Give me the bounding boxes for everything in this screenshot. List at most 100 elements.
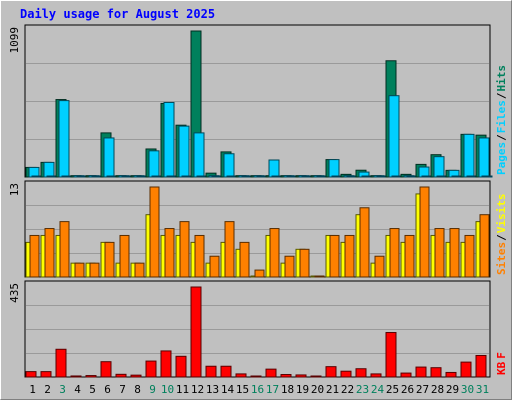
bar-kb-f-day-26	[400, 372, 412, 378]
legend-entry: /	[495, 92, 508, 99]
bar-sites-day-12	[194, 234, 205, 278]
bar-sites-day-1	[29, 234, 40, 278]
bar-sites-day-17	[269, 228, 280, 278]
bar-kb-f-day-17	[265, 368, 277, 378]
bar-files-day-28	[433, 156, 445, 178]
x-tick-label-day-25: 25	[386, 383, 399, 396]
bar-kb-f-day-4	[70, 375, 82, 378]
legend-entry: /	[495, 134, 508, 141]
x-tick-label-day-10: 10	[161, 383, 174, 396]
x-tick-label-day-26: 26	[401, 383, 414, 396]
bar-sites-day-2	[44, 228, 55, 278]
bar-files-day-9	[148, 150, 160, 178]
bar-files-day-25	[388, 95, 400, 178]
bar-sites-day-13	[209, 255, 220, 278]
bar-kb-f-day-16	[250, 375, 262, 378]
x-tick-label-day-15: 15	[236, 383, 249, 396]
x-tick-label-day-7: 7	[119, 383, 126, 396]
bar-sites-day-9	[149, 186, 160, 278]
bar-kb-f-day-10	[160, 350, 172, 378]
x-tick-label-day-2: 2	[44, 383, 51, 396]
bar-kb-f-day-3	[55, 348, 67, 378]
panel-top: 1099 Pages/Files/Hits	[8, 24, 508, 178]
x-tick-label-day-12: 12	[191, 383, 204, 396]
bar-sites-day-5	[89, 262, 100, 278]
bar-files-day-21	[328, 159, 340, 178]
x-tick-label-day-14: 14	[221, 383, 235, 396]
panel-mid-legend: Sites/Visits	[495, 194, 508, 276]
bar-kb-f-day-28	[430, 367, 442, 378]
bar-sites-day-4	[74, 262, 85, 278]
bar-kb-f-day-21	[325, 366, 337, 378]
panel-mid-ymax-label: 13	[8, 183, 21, 196]
bar-sites-day-20	[314, 275, 325, 278]
panel-bot: 435 KB F	[8, 280, 508, 378]
x-tick-label-day-24: 24	[371, 383, 385, 396]
panel-mid: 13 Sites/Visits	[8, 180, 508, 278]
x-tick-label-day-4: 4	[74, 383, 81, 396]
bar-kb-f-day-15	[235, 373, 247, 378]
bar-sites-day-29	[449, 228, 460, 278]
x-tick-label-day-17: 17	[266, 383, 279, 396]
bar-sites-day-21	[329, 234, 340, 278]
x-tick-label-day-11: 11	[176, 383, 189, 396]
x-axis-day-labels: 1 2 3 4 5 6 7 8 9 10 11 12 13 14 15 16 17 18 19 20 21 22 23 24 2…	[29, 383, 489, 396]
bar-sites-day-24	[374, 255, 385, 278]
bar-files-day-6	[103, 137, 115, 178]
bar-files-day-10	[163, 101, 175, 178]
bar-kb-f-day-20	[310, 375, 322, 378]
x-tick-label-day-27: 27	[416, 383, 429, 396]
bar-kb-f-day-13	[205, 365, 217, 378]
bar-files-day-2	[43, 161, 55, 178]
bar-sites-day-25	[389, 228, 400, 278]
x-tick-label-day-22: 22	[341, 383, 354, 396]
bar-sites-day-8	[134, 262, 145, 278]
x-tick-label-day-6: 6	[104, 383, 111, 396]
bar-kb-f-day-9	[145, 360, 157, 378]
bar-sites-day-19	[299, 248, 310, 278]
bar-sites-day-6	[104, 241, 115, 278]
x-tick-label-day-21: 21	[326, 383, 339, 396]
panel-top-ymax-label: 1099	[8, 27, 21, 54]
bar-kb-f-day-19	[295, 374, 307, 378]
bar-kb-f-day-18	[280, 374, 292, 378]
bar-sites-day-10	[164, 228, 175, 278]
bar-kb-f-day-23	[355, 368, 367, 378]
bar-pages-day-31	[481, 175, 493, 178]
legend-entry: Hits	[495, 65, 508, 92]
x-tick-label-day-5: 5	[89, 383, 96, 396]
bar-kb-f-day-29	[445, 371, 457, 378]
x-tick-label-day-31: 31	[476, 383, 489, 396]
x-tick-label-day-18: 18	[281, 383, 294, 396]
x-tick-label-day-13: 13	[206, 383, 219, 396]
bar-sites-day-15	[239, 241, 250, 278]
x-tick-label-day-9: 9	[149, 383, 156, 396]
legend-entry: Sites	[495, 242, 508, 275]
bar-kb-f-day-6	[100, 361, 112, 378]
bar-sites-day-18	[284, 255, 295, 278]
legend-entry: Visits	[495, 194, 508, 234]
x-tick-label-day-19: 19	[296, 383, 309, 396]
x-tick-label-day-3: 3	[59, 383, 66, 396]
bar-kb-f-day-8	[130, 374, 142, 378]
bar-sites-day-28	[434, 228, 445, 278]
bar-files-day-30	[463, 133, 475, 178]
bar-sites-day-30	[464, 234, 475, 278]
x-tick-label-day-8: 8	[134, 383, 141, 396]
panel-bot-ymax-label: 435	[8, 283, 21, 303]
x-tick-label-day-23: 23	[356, 383, 369, 396]
bar-kb-f-day-5	[85, 375, 97, 378]
bar-kb-f-day-12	[190, 286, 202, 378]
bar-kb-f-day-27	[415, 366, 427, 378]
bar-files-day-3	[58, 100, 70, 178]
x-tick-label-day-16: 16	[251, 383, 264, 396]
panel-top-legend: Pages/Files/Hits	[495, 65, 508, 175]
bar-sites-day-22	[344, 234, 355, 278]
chart-title: Daily usage for August 2025	[20, 7, 215, 21]
x-tick-label-day-30: 30	[461, 383, 474, 396]
bar-kb-f-day-14	[220, 365, 232, 378]
